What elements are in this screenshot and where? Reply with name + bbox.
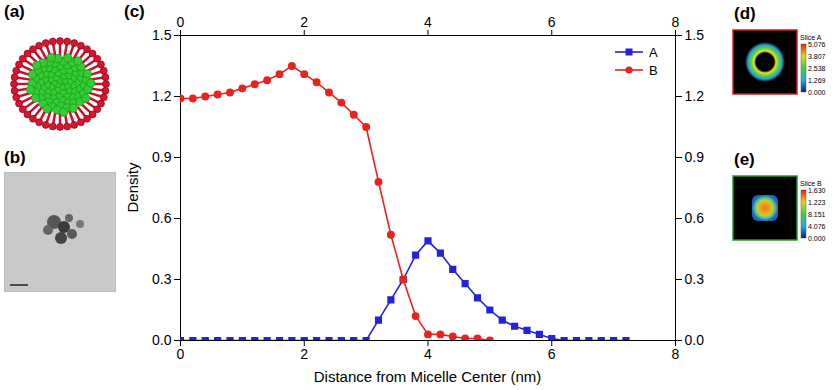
svg-text:6: 6 xyxy=(548,14,556,30)
svg-text:0.000: 0.000 xyxy=(808,235,826,242)
svg-text:1.269: 1.269 xyxy=(808,77,826,84)
svg-text:0.3: 0.3 xyxy=(685,271,705,287)
html-text:B: B xyxy=(649,62,658,78)
svg-text:1.630: 1.630 xyxy=(808,187,826,194)
html-text:(d): (d) xyxy=(734,4,756,23)
svg-text:0.9: 0.9 xyxy=(685,149,705,165)
svg-text:0.0: 0.0 xyxy=(685,332,705,348)
html-text:(a): (a) xyxy=(4,2,25,21)
svg-text:0: 0 xyxy=(177,14,185,30)
svg-text:8.151: 8.151 xyxy=(808,211,826,218)
svg-text:6: 6 xyxy=(548,346,556,362)
svg-text:8: 8 xyxy=(672,14,680,30)
svg-text:1.5: 1.5 xyxy=(152,27,172,43)
svg-text:1.223: 1.223 xyxy=(808,199,826,206)
svg-text:1.2: 1.2 xyxy=(685,88,705,104)
svg-text:2: 2 xyxy=(300,14,308,30)
svg-text:8: 8 xyxy=(672,346,680,362)
svg-text:1.2: 1.2 xyxy=(152,88,172,104)
svg-text:0.000: 0.000 xyxy=(808,89,826,96)
html-text:Density: Density xyxy=(123,162,141,212)
svg-text:0.6: 0.6 xyxy=(152,210,172,226)
svg-text:5.076: 5.076 xyxy=(808,41,826,48)
svg-text:0.6: 0.6 xyxy=(685,210,705,226)
html-text:(e): (e) xyxy=(734,150,755,169)
svg-text:2.538: 2.538 xyxy=(808,65,826,72)
svg-text:3.807: 3.807 xyxy=(808,53,826,60)
svg-text:2: 2 xyxy=(300,346,308,362)
svg-text:4.076: 4.076 xyxy=(808,223,826,230)
svg-text:4: 4 xyxy=(424,14,432,30)
html-text:(c): (c) xyxy=(124,2,145,21)
svg-text:0: 0 xyxy=(177,346,185,362)
svg-text:Slice A: Slice A xyxy=(800,34,822,41)
svg-text:4: 4 xyxy=(424,346,432,362)
html-text:Distance from Micelle Center (: Distance from Micelle Center (nm) xyxy=(313,368,542,385)
html-text:A: A xyxy=(649,44,658,60)
svg-text:0.9: 0.9 xyxy=(152,149,172,165)
html-text:(b): (b) xyxy=(4,148,26,167)
svg-text:Slice B: Slice B xyxy=(800,180,822,187)
svg-text:0.3: 0.3 xyxy=(152,271,172,287)
svg-text:0.0: 0.0 xyxy=(152,332,172,348)
svg-text:1.5: 1.5 xyxy=(685,27,705,43)
